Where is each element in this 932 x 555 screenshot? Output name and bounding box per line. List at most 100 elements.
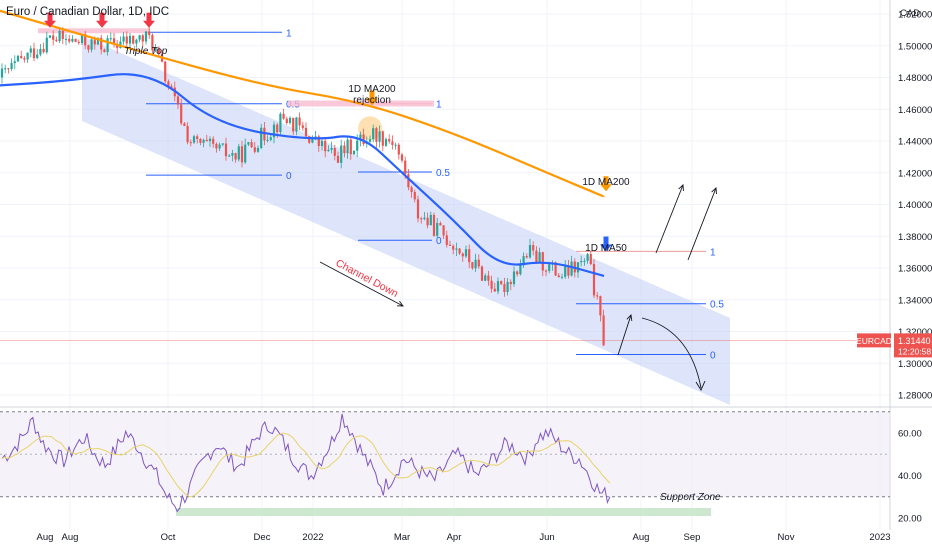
price-tick-label: 1.30000 bbox=[898, 359, 932, 370]
candle-body bbox=[317, 136, 320, 147]
candle-body bbox=[592, 264, 596, 296]
red-arrow-head bbox=[96, 20, 108, 28]
candle-body bbox=[301, 125, 304, 128]
candle-body bbox=[602, 315, 605, 346]
red-arrow-shaft bbox=[146, 12, 152, 22]
candle-body bbox=[20, 55, 23, 58]
candle-body bbox=[375, 128, 378, 142]
candle-body bbox=[426, 217, 429, 226]
candle-body bbox=[196, 136, 199, 139]
candle-body bbox=[333, 148, 336, 156]
candle-body bbox=[36, 54, 39, 59]
candle-body bbox=[343, 145, 346, 154]
candle-body bbox=[221, 143, 224, 145]
rsi-tick-label: 60.00 bbox=[898, 429, 922, 440]
channel-arrow-head bbox=[396, 300, 404, 307]
candle-body bbox=[500, 281, 503, 285]
drop-arrow bbox=[641, 317, 702, 389]
candle-body bbox=[224, 143, 228, 157]
candle-body bbox=[16, 55, 20, 62]
candle-body bbox=[10, 63, 13, 70]
candle-body bbox=[564, 265, 567, 277]
candle-body bbox=[164, 61, 167, 82]
candle-body bbox=[548, 264, 551, 271]
price-tick-label: 1.44000 bbox=[898, 137, 932, 148]
candle-body bbox=[525, 256, 528, 258]
price-tick-label: 1.48000 bbox=[898, 73, 932, 84]
time-label: Aug bbox=[633, 532, 650, 543]
candle-body bbox=[269, 137, 272, 140]
price-tick-label: 1.52000 bbox=[898, 10, 932, 21]
target-arrow-2-head bbox=[711, 187, 717, 195]
candle-body bbox=[125, 36, 128, 44]
candle-body bbox=[218, 144, 221, 149]
rsi-pane: Support Zone bbox=[0, 411, 890, 516]
candle-body bbox=[519, 265, 522, 275]
candle-body bbox=[474, 259, 477, 269]
candle-body bbox=[176, 96, 180, 105]
candle-body bbox=[455, 248, 458, 250]
price-tick-label: 1.28000 bbox=[898, 391, 932, 402]
candle-body bbox=[71, 38, 74, 42]
candle-body bbox=[285, 118, 288, 123]
orange-arrow-shaft bbox=[369, 90, 375, 100]
triple-top-label: Triple Top bbox=[124, 46, 168, 57]
time-label: Oct bbox=[161, 532, 176, 543]
time-label: Apr bbox=[447, 532, 462, 543]
candle-body bbox=[311, 138, 314, 143]
candle-body bbox=[272, 124, 276, 138]
candle-body bbox=[557, 275, 560, 278]
candle-body bbox=[96, 37, 100, 45]
price-tick-label: 1.42000 bbox=[898, 168, 932, 179]
candle-body bbox=[586, 253, 589, 261]
candle-body bbox=[90, 39, 93, 50]
candle-body bbox=[234, 153, 237, 160]
candle-body bbox=[458, 248, 461, 254]
candle-body bbox=[413, 191, 416, 200]
annotation-arrows bbox=[44, 12, 717, 391]
fib-label: 0 bbox=[710, 351, 716, 362]
candle-body bbox=[570, 261, 573, 276]
candle-body bbox=[154, 47, 157, 51]
candle-body bbox=[282, 113, 285, 119]
candle-body bbox=[180, 104, 183, 124]
candle-body bbox=[103, 49, 106, 53]
candle-body bbox=[346, 139, 349, 154]
candle-body bbox=[378, 131, 381, 142]
candle-body bbox=[295, 117, 298, 132]
candle-body bbox=[445, 235, 448, 245]
candle-body bbox=[487, 275, 490, 281]
price-tick-label: 1.38000 bbox=[898, 232, 932, 243]
countdown: 12:20:58 bbox=[898, 346, 931, 356]
candle-body bbox=[189, 142, 192, 144]
candle-body bbox=[448, 244, 452, 246]
candle-body bbox=[432, 214, 436, 236]
candle-body bbox=[359, 134, 362, 141]
candle-body bbox=[170, 86, 173, 88]
candle-body bbox=[205, 139, 208, 142]
red-arrow-shaft bbox=[99, 12, 105, 22]
red-arrow-head bbox=[143, 20, 155, 28]
time-label: 2023 bbox=[869, 532, 890, 543]
candle-body bbox=[304, 127, 308, 137]
red-arrow-shaft bbox=[47, 12, 53, 22]
candle-body bbox=[490, 280, 493, 289]
time-axis[interactable]: Aug Oct Dec 2022 Mar Apr Jun Aug Sep Nov 2023 Aug bbox=[37, 532, 891, 543]
candle-body bbox=[404, 160, 407, 175]
channel-down-label: Channel Down bbox=[334, 257, 401, 300]
candle-body bbox=[512, 271, 516, 285]
candle-body bbox=[349, 139, 352, 155]
candle-body bbox=[336, 155, 340, 163]
candle-body bbox=[231, 153, 234, 156]
candle-body bbox=[55, 39, 58, 42]
candle-body bbox=[253, 147, 256, 152]
candle-body bbox=[208, 138, 212, 142]
symbol-tag: EURCAD bbox=[856, 336, 892, 346]
candle-body bbox=[554, 262, 557, 276]
candle-body bbox=[0, 68, 4, 78]
candle-body bbox=[429, 214, 432, 226]
candle-body bbox=[439, 222, 442, 226]
